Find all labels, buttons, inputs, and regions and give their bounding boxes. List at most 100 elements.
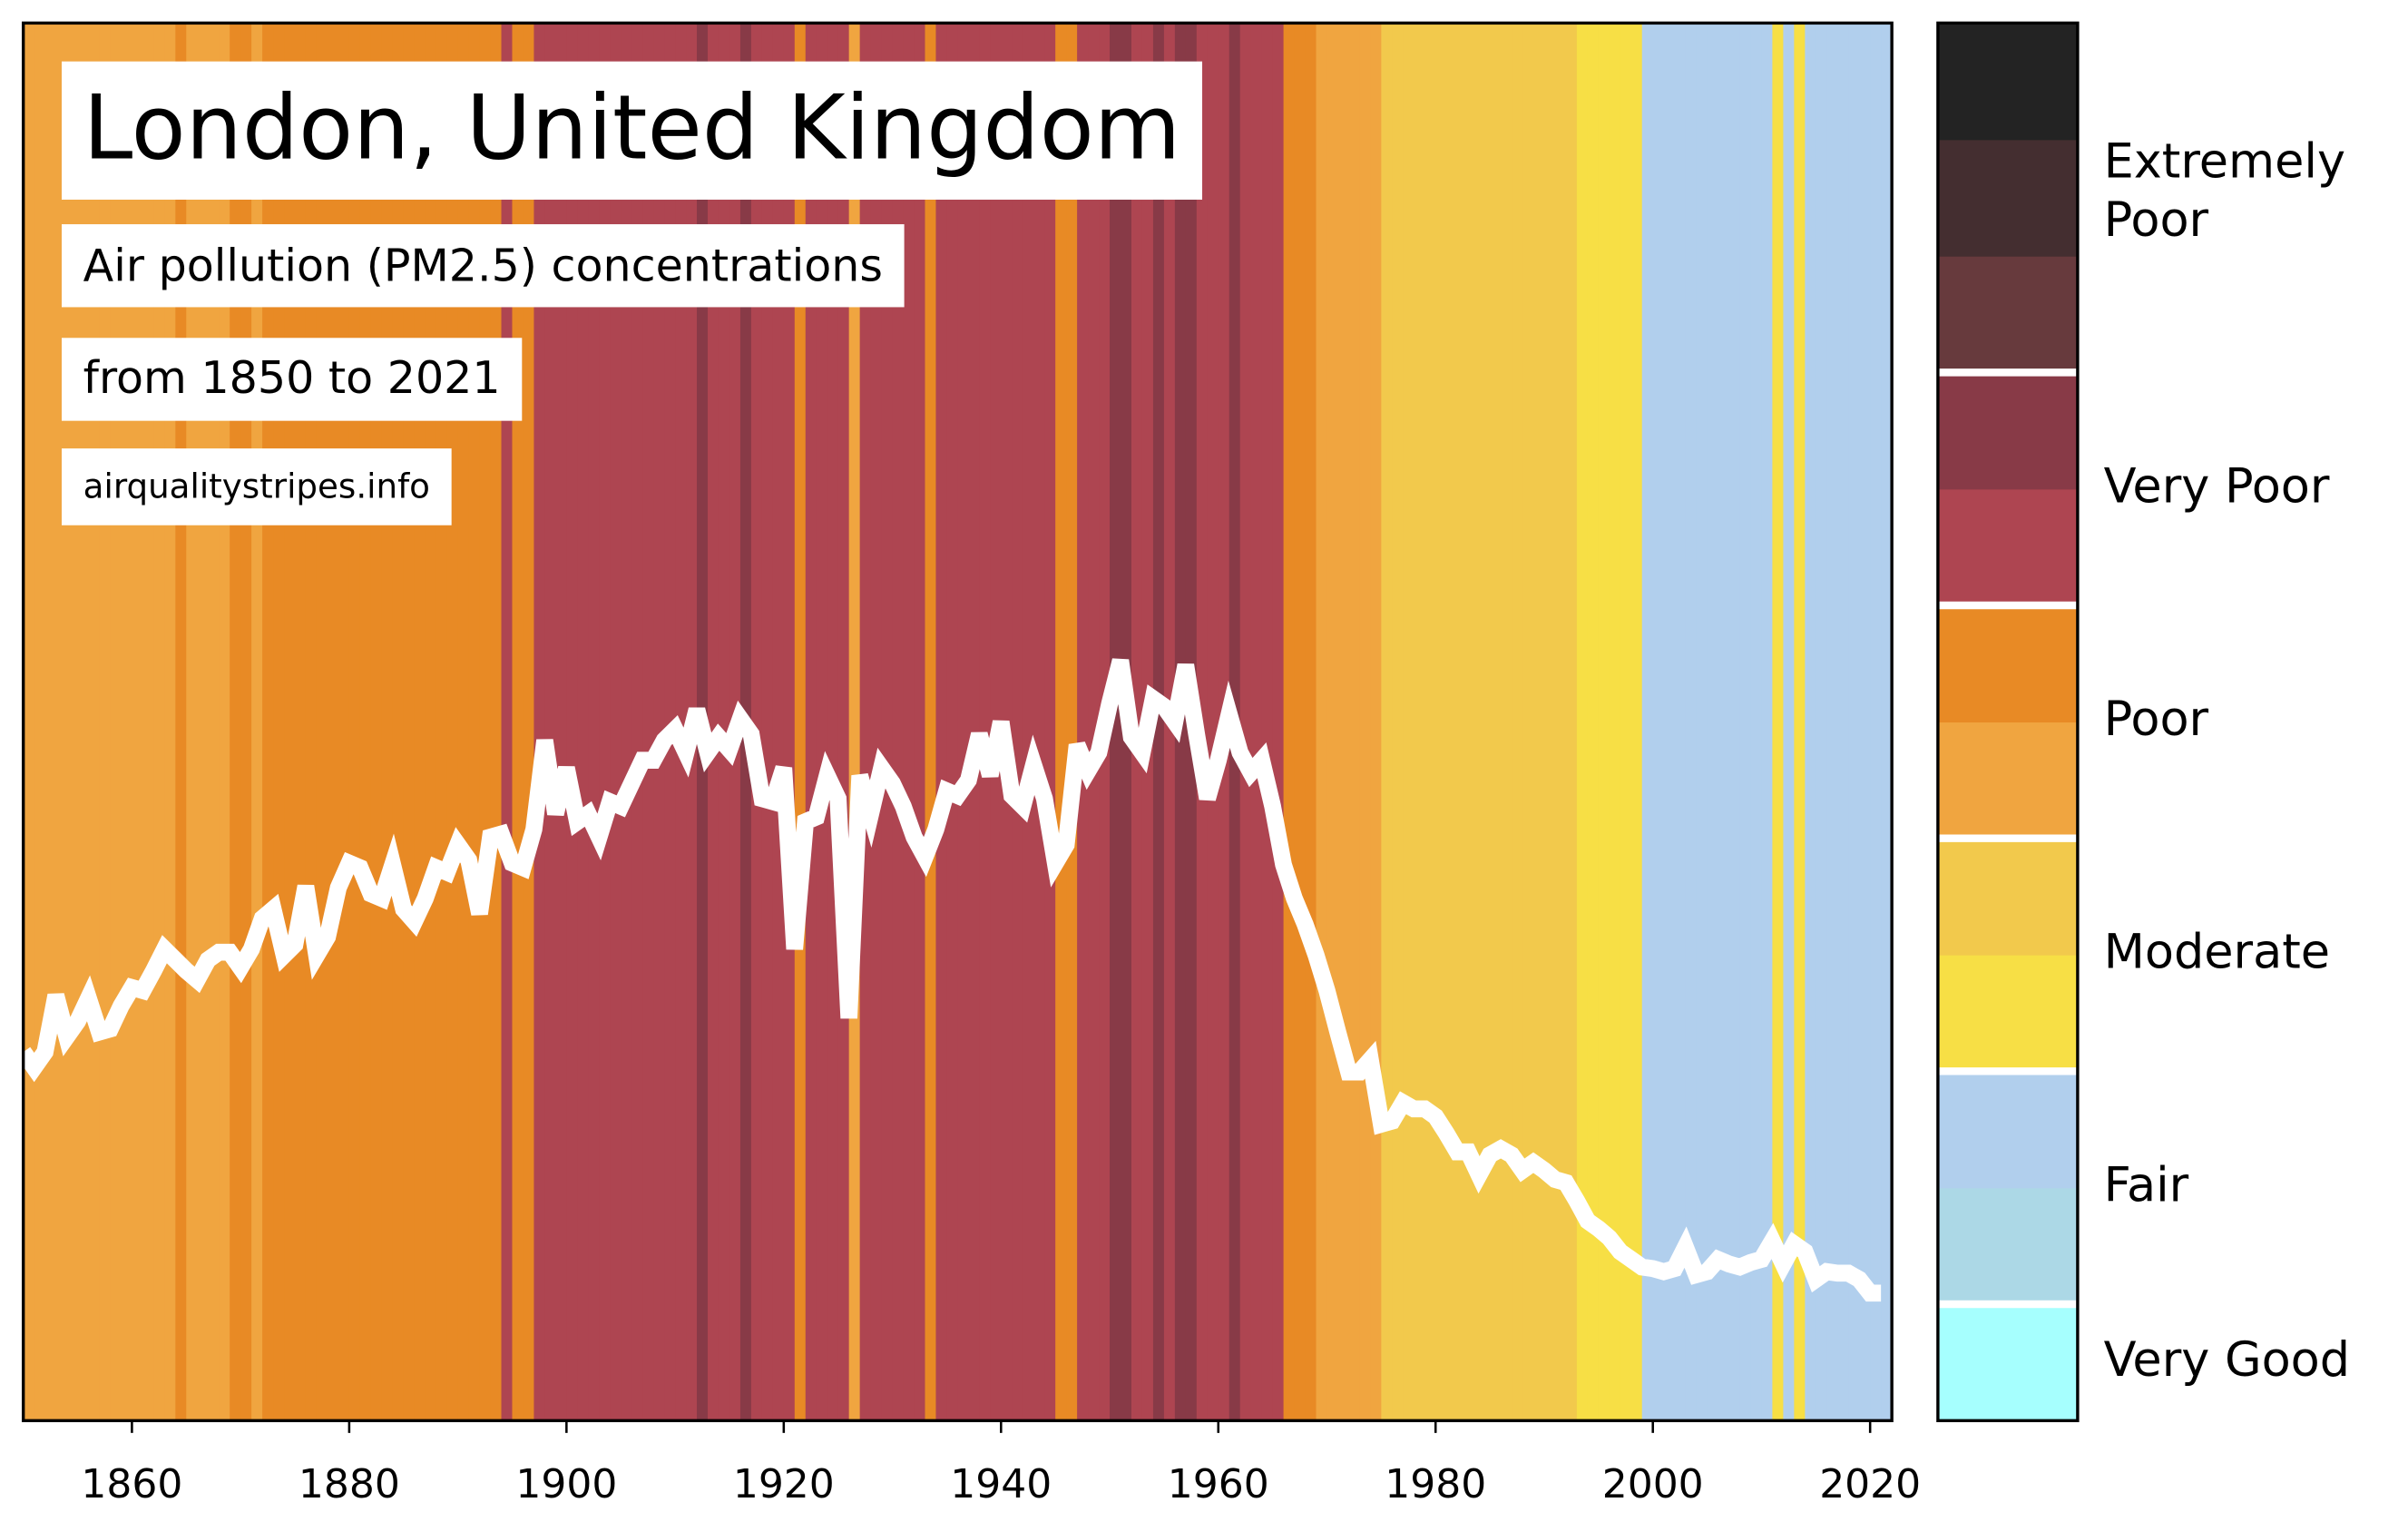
colorbar-label: Extremely Poor bbox=[2104, 133, 2345, 247]
stripe bbox=[1620, 23, 1632, 1421]
stripe bbox=[1207, 23, 1219, 1421]
stripe bbox=[1337, 23, 1349, 1421]
stripe bbox=[1674, 23, 1687, 1421]
stripe bbox=[1023, 23, 1034, 1421]
stripe bbox=[631, 23, 643, 1421]
stripe bbox=[1044, 23, 1056, 1421]
colorbar-swatch bbox=[1937, 256, 2078, 374]
stripe bbox=[1348, 23, 1360, 1421]
stripe bbox=[1055, 23, 1067, 1421]
x-tick-label: 1980 bbox=[1385, 1461, 1486, 1507]
line-layer bbox=[23, 658, 1882, 1302]
colorbar-swatch bbox=[1937, 605, 2078, 723]
stripe bbox=[566, 23, 578, 1421]
stripe bbox=[1685, 23, 1698, 1421]
stripe bbox=[772, 23, 785, 1421]
stripe bbox=[642, 23, 654, 1421]
stripe bbox=[1587, 23, 1600, 1421]
subtitle: Air pollution (PM2.5) concentrations bbox=[83, 240, 883, 292]
stripe bbox=[1532, 23, 1545, 1421]
stripe bbox=[1576, 23, 1589, 1421]
stripe bbox=[1501, 23, 1512, 1421]
stripe bbox=[935, 23, 947, 1421]
subtitle-box bbox=[61, 224, 905, 308]
stripe bbox=[653, 23, 665, 1421]
stripe bbox=[1663, 23, 1676, 1421]
stripe bbox=[1630, 23, 1643, 1421]
stripe bbox=[925, 23, 936, 1421]
title-box bbox=[61, 61, 1203, 200]
title-block: London, United Kingdom Air pollution (PM… bbox=[61, 61, 1203, 525]
colorbar-swatch bbox=[1937, 722, 2078, 840]
stripe bbox=[1598, 23, 1610, 1421]
colorbar-label: Moderate bbox=[2104, 925, 2330, 980]
plot-frame bbox=[21, 21, 1894, 1423]
stripe bbox=[794, 23, 807, 1421]
stripe bbox=[1424, 23, 1436, 1421]
stripe bbox=[1554, 23, 1567, 1421]
stripe bbox=[827, 23, 839, 1421]
stripe bbox=[903, 23, 915, 1421]
stripe bbox=[1761, 23, 1773, 1421]
stripe bbox=[1565, 23, 1578, 1421]
stripe bbox=[1783, 23, 1795, 1421]
colorbar-swatch bbox=[1937, 1303, 2078, 1421]
stripe bbox=[1739, 23, 1751, 1421]
stripe bbox=[1294, 23, 1307, 1421]
source: airqualitystripes.info bbox=[83, 466, 430, 506]
stripe bbox=[1446, 23, 1458, 1421]
stripe bbox=[892, 23, 905, 1421]
stripe bbox=[1088, 23, 1100, 1421]
stripe bbox=[1381, 23, 1393, 1421]
colorbar-swatch bbox=[1937, 23, 2078, 141]
stripe bbox=[708, 23, 719, 1421]
stripe bbox=[1468, 23, 1480, 1421]
stripe bbox=[914, 23, 925, 1421]
x-tick-label: 1900 bbox=[515, 1461, 617, 1507]
stripe bbox=[34, 23, 46, 1421]
stripe bbox=[1033, 23, 1045, 1421]
colorbar-label: Very Good bbox=[2104, 1332, 2350, 1388]
stripe bbox=[718, 23, 730, 1421]
stripe bbox=[1609, 23, 1621, 1421]
stripe bbox=[555, 23, 567, 1421]
stripe bbox=[805, 23, 817, 1421]
x-tick-label: 1920 bbox=[733, 1461, 835, 1507]
stripe bbox=[1696, 23, 1708, 1421]
stripe bbox=[761, 23, 774, 1421]
x-tick-label: 2000 bbox=[1602, 1461, 1704, 1507]
colorbar-swatch bbox=[1937, 372, 2078, 490]
stripe bbox=[848, 23, 861, 1421]
stripe bbox=[1457, 23, 1469, 1421]
stripe bbox=[599, 23, 611, 1421]
stripe bbox=[533, 23, 545, 1421]
stripe bbox=[1305, 23, 1317, 1421]
stripe bbox=[1826, 23, 1838, 1421]
stripe bbox=[1403, 23, 1414, 1421]
stripe bbox=[523, 23, 534, 1421]
x-tick-label: 1940 bbox=[950, 1461, 1052, 1507]
stripe bbox=[1718, 23, 1730, 1421]
stripe bbox=[946, 23, 958, 1421]
chart-title: London, United Kingdom bbox=[83, 76, 1181, 180]
stripe bbox=[1239, 23, 1252, 1421]
stripe bbox=[1848, 23, 1860, 1421]
stripe bbox=[621, 23, 632, 1421]
x-axis: 1860 1880 1900 1920 1940 1960 1980 2000 2020 bbox=[81, 1420, 1921, 1507]
stripe bbox=[44, 23, 57, 1421]
x-tick-label: 1880 bbox=[299, 1461, 400, 1507]
stripe bbox=[1490, 23, 1502, 1421]
colorbar: Very Good Fair Moderate Poor Very Poor Extrem… bbox=[1937, 23, 2350, 1421]
stripe bbox=[957, 23, 969, 1421]
period: from 1850 to 2021 bbox=[83, 351, 501, 404]
colorbar-swatch bbox=[1937, 1071, 2078, 1189]
stripe bbox=[859, 23, 872, 1421]
stripe bbox=[1316, 23, 1328, 1421]
stripe bbox=[1652, 23, 1665, 1421]
stripe bbox=[881, 23, 894, 1421]
stripe bbox=[588, 23, 600, 1421]
x-tick-label: 1860 bbox=[81, 1461, 182, 1507]
colorbar-label: Very Poor bbox=[2104, 458, 2330, 514]
colorbar-label: Fair bbox=[2104, 1157, 2189, 1213]
